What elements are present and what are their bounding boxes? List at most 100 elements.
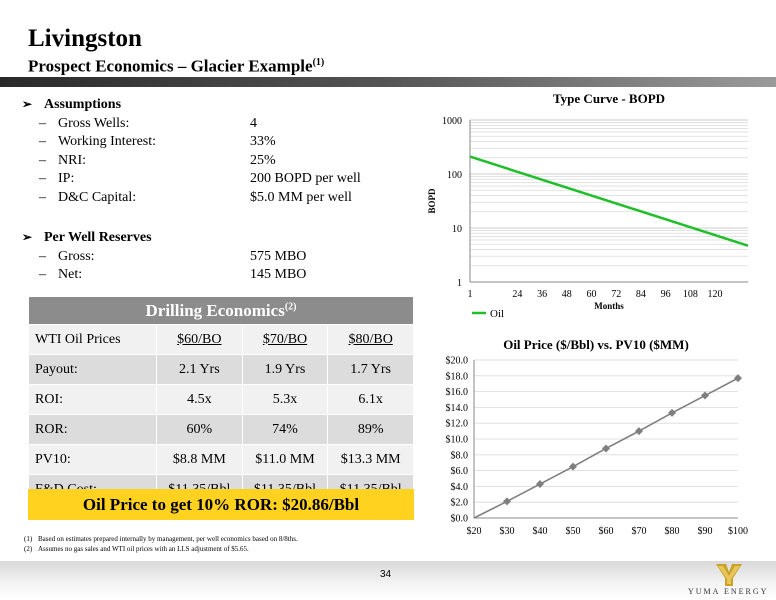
footnote-number: (1) [24,535,33,543]
item-value: 575 MBO [250,248,307,264]
row-label: PV10: [28,444,157,475]
table-row: PV10: $8.8 MM $11.0 MM $13.3 MM [28,444,414,475]
x-tick-label: $50 [566,526,581,537]
list-item: – D&C Capital: $5.0 MM per well [22,189,361,208]
x-tick-label: 96 [661,289,671,300]
price-vs-pv10-chart: Oil Price ($/Bbl) vs. PV10 ($MM) $0.0 $2.0… [446,337,749,537]
table-cell: $11.0 MM [241,444,329,475]
item-value: 33% [250,134,276,149]
title-block: Livingston Prospect Economics – Glacier … [28,26,324,77]
table-cell: 4.5x [156,384,243,415]
page-title: Livingston [28,25,142,52]
drilling-economics-table: Drilling Economics(2) WTI Oil Prices $60/… [28,296,414,505]
row-label: ROR: [28,414,157,445]
item-label: Gross: [58,248,95,264]
table-cell: $13.3 MM [327,444,414,475]
column-header: $60/BO [156,324,243,355]
chart-title: Oil Price ($/Bbl) vs. PV10 ($MM) [503,337,689,352]
item-value: 25% [250,152,276,168]
data-point-marker [701,391,709,400]
table-title: Drilling Economics(2) [28,296,414,325]
data-point-marker [602,444,610,453]
list-item: – Net: 145 MBO [22,266,306,285]
footnote-number: (2) [24,545,33,553]
page-number: 34 [380,569,392,580]
list-item: – Gross Wells: 4 [22,115,361,134]
table-cell: 74% [241,414,329,445]
x-tick-label: $40 [533,526,548,537]
assumptions-heading-text: Assumptions [44,97,122,112]
reserves-heading: ➢ Per Well Reserves [22,228,306,248]
row-label: Payout: [28,354,157,385]
type-curve-chart: Type Curve - BOPD 1 10 100 1000 1 24 36 48 60 72 84… [427,91,749,320]
item-value: 200 BOPD per well [250,171,361,186]
reserves-list: ➢ Per Well Reserves – Gross: 575 MBO – Net: 14… [22,228,306,285]
dash-bullet-icon: – [39,248,46,264]
table-row: ROR: 60% 74% 89% [28,414,414,445]
item-label: NRI: [58,152,86,168]
y-axis-label: BOPD [427,188,437,214]
footnote: (2) Assumes no gas sales and WTI oil pric… [24,544,298,554]
price-header: $60/BO [177,331,222,347]
subtitle-footnote-ref: (1) [312,57,325,68]
column-header: $70/BO [241,324,329,355]
table-cell: 60% [156,414,243,445]
list-item: – IP: 200 BOPD per well [22,170,361,189]
x-tick-label: 108 [683,289,698,300]
x-tick-label: 48 [562,289,572,300]
x-axis-label: Months [594,301,624,311]
x-tick-label: $100 [728,526,748,537]
list-item: – Working Interest: 33% [22,133,361,152]
item-label: Gross Wells: [58,115,130,131]
logo-wordmark: YUMA ENERGY [688,587,769,596]
y-tick-label: $6.0 [451,466,469,477]
y-tick-label: $16.0 [446,387,469,398]
row-label: ROI: [28,384,157,415]
y-tick-label: $8.0 [451,450,469,461]
table-header-row: WTI Oil Prices $60/BO $70/BO $80/BO [28,324,414,355]
price-header: $70/BO [262,331,308,347]
item-value: 4 [250,115,257,131]
x-tick-label: 120 [708,289,723,300]
footnotes: (1) Based on estimates prepared internall… [24,534,298,554]
list-item: – Gross: 575 MBO [22,248,306,267]
assumptions-list: ➢ Assumptions – Gross Wells: 4– Working Inte… [22,95,361,207]
x-tick-label: 72 [611,289,621,300]
dash-bullet-icon: – [39,189,46,205]
arrow-bullet-icon: ➢ [22,230,33,244]
y-tick-label: $2.0 [451,498,469,509]
dash-bullet-icon: – [39,152,46,168]
y-tick-label: 10 [452,224,462,235]
table-cell: 2.1 Yrs [156,354,243,385]
legend-label: Oil [490,308,504,320]
y-tick-label: 1000 [442,116,462,127]
item-label: Working Interest: [58,134,157,149]
y-tick-label: $0.0 [451,514,469,525]
series-line-oil [469,155,749,247]
yuma-logo-icon [716,564,742,586]
arrow-bullet-icon: ➢ [22,97,33,111]
dash-bullet-icon: – [39,267,46,282]
table-cell: 89% [327,414,414,445]
y-tick-label: $14.0 [446,403,469,414]
data-point-marker [503,497,511,506]
data-point-marker [569,462,577,471]
subtitle-text: Prospect Economics – Glacier Example [28,56,313,76]
breakeven-callout: Oil Price to get 10% ROR: $20.86/Bbl [28,489,414,520]
y-tick-label: $4.0 [451,482,469,493]
x-tick-label: 24 [512,289,522,300]
table-row: ROI: 4.5x 5.3x 6.1x [28,384,414,415]
y-tick-label: 100 [447,170,462,181]
x-tick-label: 60 [586,289,596,300]
price-header: $80/BO [348,331,393,347]
x-tick-label: 36 [537,289,547,300]
assumptions-heading: ➢ Assumptions [22,95,361,115]
x-tick-label: 84 [636,289,646,300]
y-tick-label: $18.0 [446,371,469,382]
footnote-text: Assumes no gas sales and WTI oil prices … [38,545,249,553]
footnote: (1) Based on estimates prepared internall… [24,534,298,544]
x-tick-label: $20 [467,526,482,537]
table-cell: 1.7 Yrs [327,354,414,385]
y-tick-label: $10.0 [446,435,469,446]
x-tick-label: $90 [698,526,713,537]
